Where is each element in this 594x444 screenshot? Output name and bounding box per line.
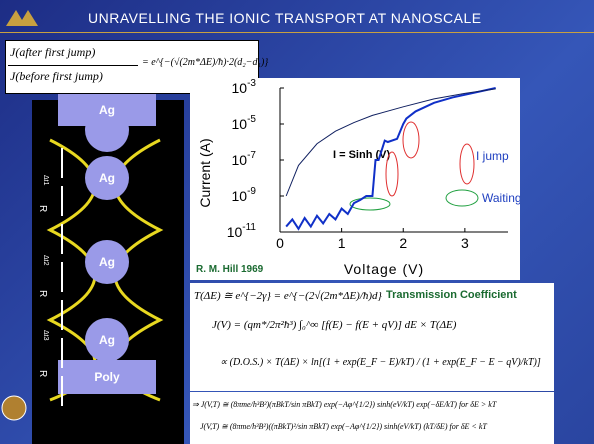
annotation: I jump: [476, 149, 509, 163]
y-tick-base: 10: [232, 116, 248, 132]
annotation: Waiting: [482, 191, 520, 205]
equation: ⇒ J(V,T) ≅ (8πme/h³B²)(πBkT/sin πBkT) ex…: [192, 400, 496, 409]
y-tick-base: 10: [232, 80, 248, 96]
x-axis-label: Voltage (V): [344, 261, 424, 277]
equation: ∝ (D.O.S.) × T(ΔE) × ln[(1 + exp(E_F − E…: [220, 357, 541, 368]
y-tick-base: 10: [227, 224, 243, 240]
y-tick-exponent: -5: [247, 114, 256, 125]
y-tick-base: 10: [232, 152, 248, 168]
equation: J(V) = (qm*/2π²ħ³) ∫₀^∞ [f(E) − f(E + qV…: [212, 319, 456, 331]
y-tick-exponent: -3: [247, 78, 256, 89]
chart: Current (A) Voltage (V) I = Sinh (V) I j…: [190, 78, 520, 280]
label: Ag: [99, 103, 115, 117]
gap-label: R: [37, 370, 48, 377]
label: Ag: [99, 255, 115, 269]
equation-box: ⇒ J(V,T) ≅ (8πme/h³B²)(πBkT/sin πBkT) ex…: [190, 392, 554, 444]
y-tick-base: 10: [232, 188, 248, 204]
emblem: [2, 396, 26, 420]
x-tick-label: 3: [461, 235, 469, 251]
x-tick-label: 0: [276, 235, 284, 251]
label: Poly: [94, 370, 120, 384]
label: Ag: [99, 333, 115, 347]
equation-label: Transmission Coefficient: [386, 289, 517, 301]
equation: T(ΔE) ≅ e^{−2γ} = e^{−(2√(2m*ΔE)/ħ)d}: [194, 289, 382, 302]
y-axis-label: Current (A): [197, 138, 213, 207]
equation-box: T(ΔE) ≅ e^{−2γ} = e^{−(2√(2m*ΔE)/ħ)d} Tr…: [190, 283, 554, 391]
chart-bg: [190, 78, 520, 280]
x-tick-label: 2: [399, 235, 407, 251]
diagram: Ag Ag Ag Ag Poly Δt1 R Δt2 R Δt3 R: [0, 0, 190, 444]
gap-label: R: [37, 205, 48, 212]
annotation: R. M. Hill 1969: [196, 264, 264, 275]
gap-label: R: [37, 290, 48, 297]
slide: UNRAVELLING THE IONIC TRANSPORT AT NANOS…: [0, 0, 594, 444]
y-tick-exponent: -11: [242, 222, 256, 233]
x-tick-label: 1: [338, 235, 346, 251]
gap-label: Δt1: [42, 175, 49, 186]
gap-label: Δt3: [42, 330, 49, 341]
label: Ag: [99, 171, 115, 185]
y-tick-exponent: -9: [247, 186, 256, 197]
equation: J(V,T) ≅ (8πme/h³B²)((πBkT)²/sin πBkT) e…: [200, 422, 487, 431]
y-tick-exponent: -7: [247, 150, 256, 161]
gap-label: Δt2: [42, 255, 49, 266]
